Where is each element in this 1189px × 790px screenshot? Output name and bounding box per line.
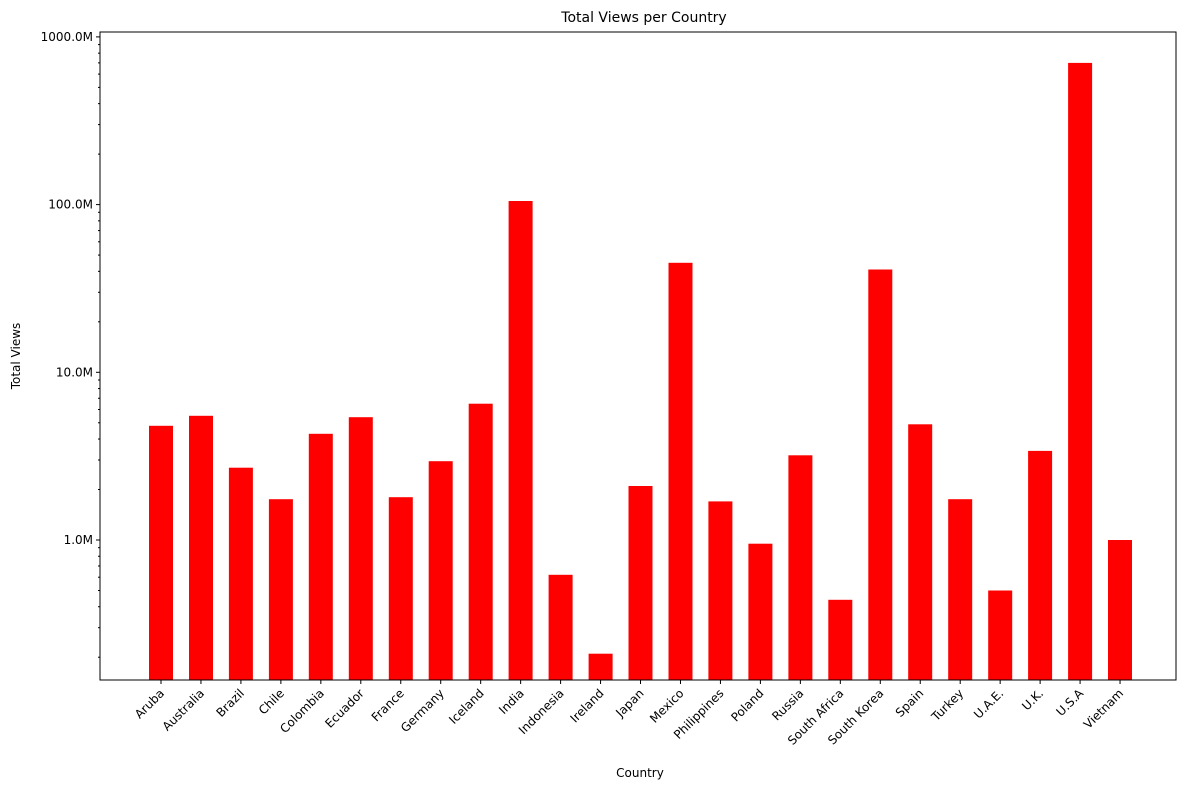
bar-south-africa [828,599,853,680]
y-tick-label: 10.0M [56,365,93,379]
bar-south-korea [868,269,893,680]
x-tick-label: U.A.E. [971,686,1006,721]
bar-germany [428,461,453,680]
x-tick-label: Turkey [928,686,966,724]
y-tick-label: 100.0M [48,198,93,212]
bar-indonesia [548,574,573,680]
x-tick-label: Brazil [213,686,247,720]
x-tick-label: Russia [769,686,806,723]
x-tick-label: Colombia [277,686,327,736]
bar-chile [268,499,293,680]
bar-australia [189,415,213,680]
x-tick-label: Japan [612,686,646,720]
bar-iceland [468,403,493,680]
bar-spain [908,424,933,680]
x-tick-label: Ecuador [322,686,367,731]
bar-u-s-a [1068,62,1093,680]
x-tick-label: Iceland [446,686,487,727]
x-tick-label: Spain [893,686,927,720]
chart-title: Total Views per Country [560,10,726,26]
bar-ireland [588,653,613,680]
x-tick-label: Ireland [567,686,606,725]
bars-group [149,62,1132,680]
x-axis-label: Country [616,766,664,780]
y-axis-label: Total Views [9,323,23,391]
x-tick-label: India [496,686,527,717]
x-tick-label: Australia [160,686,207,733]
bar-u-k- [1028,450,1053,680]
y-axis-ticks: 1.0M 10.0M 100.0M 1000.0M [41,30,100,658]
bar-france [388,497,413,680]
x-tick-label: Mexico [647,686,687,726]
x-tick-label: Aruba [132,686,167,721]
x-tick-label: U.K. [1019,686,1046,713]
y-tick-label: 1.0M [64,533,93,547]
y-tick-label: 1000.0M [41,30,93,44]
x-tick-label: Chile [256,686,287,717]
bar-ecuador [348,417,373,680]
bar-india [508,201,533,680]
bar-aruba [149,425,173,680]
x-tick-label: Germany [398,686,447,735]
x-tick-label: Vietnam [1081,686,1126,731]
bar-mexico [668,262,693,680]
x-tick-label: France [369,686,407,724]
bar-philippines [708,501,733,680]
x-tick-label: U.S.A [1053,686,1086,719]
bar-japan [628,486,653,680]
x-tick-label: Poland [728,686,766,724]
plot-frame [99,31,1177,681]
bar-turkey [948,499,973,680]
bar-colombia [308,433,333,680]
bar-vietnam [1108,540,1132,680]
bar-u-a-e- [988,590,1013,680]
bar-russia [788,455,813,680]
bar-poland [748,543,773,680]
bar-brazil [228,467,253,680]
